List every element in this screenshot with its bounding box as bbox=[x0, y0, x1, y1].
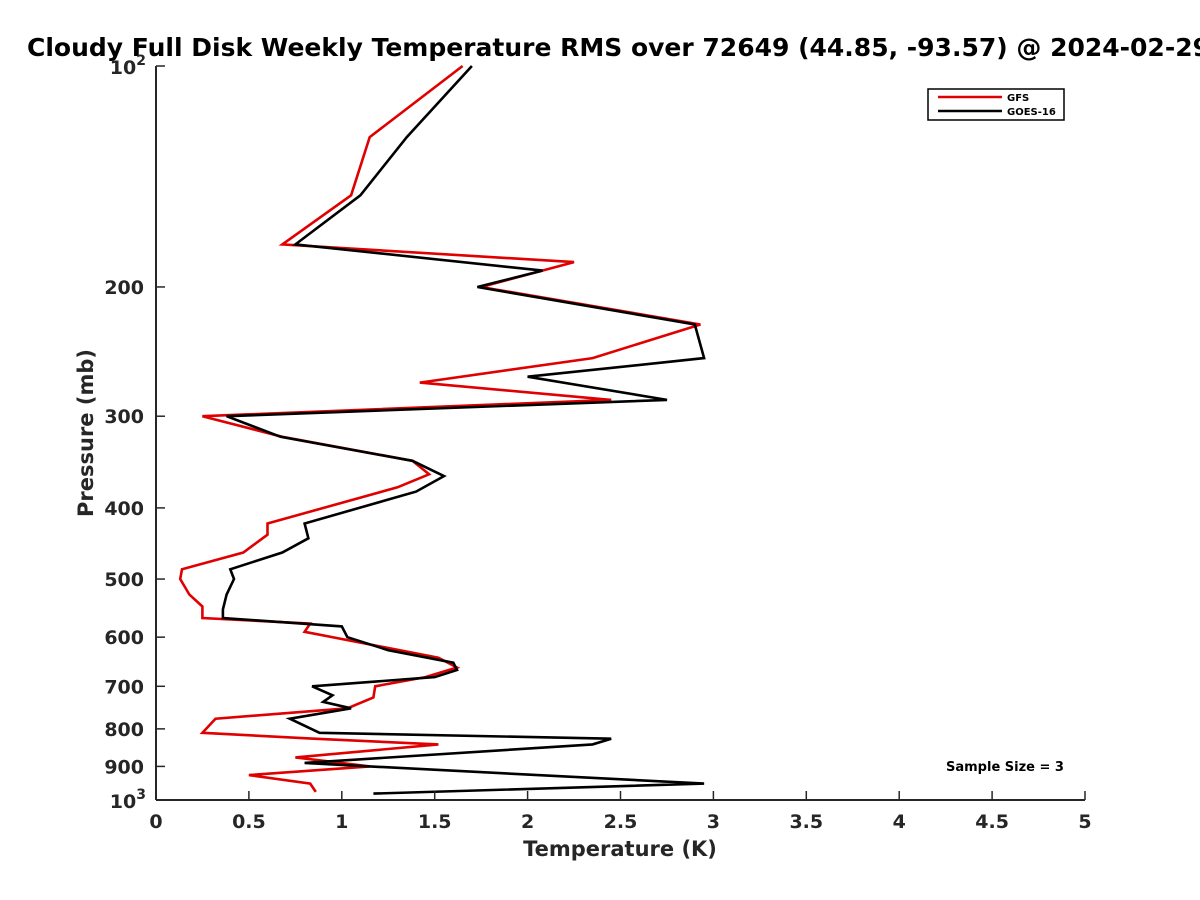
legend: GFS GOES-16 bbox=[927, 88, 1065, 121]
y-tick-label: 200 bbox=[104, 277, 144, 299]
x-tick-label: 3.5 bbox=[789, 811, 823, 833]
y-axis-label: Pressure (mb) bbox=[74, 349, 98, 517]
x-tick-label: 0.5 bbox=[232, 811, 266, 833]
series-line-goes16 bbox=[221, 65, 706, 795]
y-tick-label: 103 bbox=[110, 787, 146, 813]
x-tick-label: 3 bbox=[707, 811, 720, 833]
x-axis-label: Temperature (K) bbox=[523, 837, 717, 861]
legend-label-goes16: GOES-16 bbox=[1007, 107, 1056, 118]
sample-size-annotation: Sample Size = 3 bbox=[946, 760, 1064, 775]
y-tick-label: 800 bbox=[104, 719, 144, 741]
series-line-gfs bbox=[178, 64, 701, 793]
x-tick-label: 1.5 bbox=[418, 811, 452, 833]
x-tick-label: 2 bbox=[521, 811, 534, 833]
y-tick-label: 900 bbox=[104, 756, 144, 778]
x-tick-label: 2.5 bbox=[604, 811, 638, 833]
x-tick-label: 0 bbox=[149, 811, 162, 833]
chart-title: Cloudy Full Disk Weekly Temperature RMS … bbox=[27, 33, 1200, 62]
y-tick-label: 600 bbox=[104, 627, 144, 649]
y-tick-label: 700 bbox=[104, 676, 144, 698]
series-layer bbox=[178, 64, 706, 795]
x-tick-label: 5 bbox=[1078, 811, 1091, 833]
y-tick-label: 500 bbox=[104, 569, 144, 591]
legend-label-gfs: GFS bbox=[1007, 93, 1029, 104]
x-tick-label: 4 bbox=[893, 811, 906, 833]
y-tick-label: 300 bbox=[104, 406, 144, 428]
x-ticks: 0 0.5 1 1.5 2 2.5 3 3.5 4 4.5 5 bbox=[149, 791, 1092, 833]
legend-box bbox=[927, 88, 1065, 121]
x-tick-label: 1 bbox=[335, 811, 348, 833]
x-tick-label: 4.5 bbox=[975, 811, 1009, 833]
y-tick-label: 400 bbox=[104, 498, 144, 520]
